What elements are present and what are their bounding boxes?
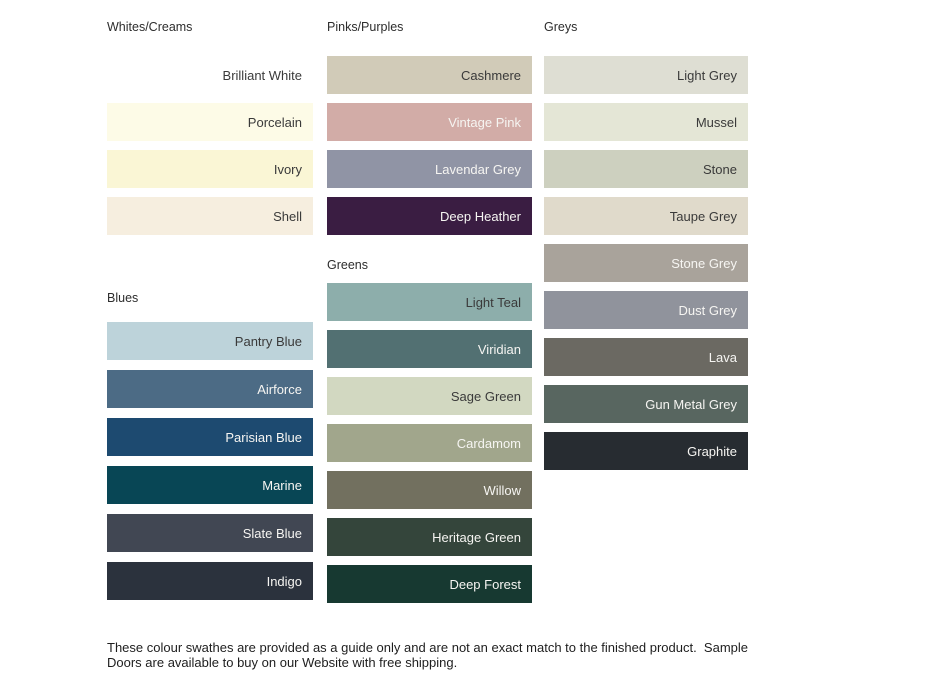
swatch-label: Cashmere	[461, 67, 521, 83]
swatch-pantry-blue: Pantry Blue	[107, 322, 313, 360]
swatch-label: Airforce	[257, 381, 302, 397]
swatch-label: Pantry Blue	[234, 333, 302, 349]
swatch-lava: Lava	[544, 338, 748, 376]
swatch-label: Slate Blue	[242, 525, 302, 541]
swatch-deep-heather: Deep Heather	[327, 197, 532, 235]
section-header-blues: Blues	[107, 291, 139, 305]
swatch-graphite: Graphite	[544, 432, 748, 470]
palette-column-3: Greys Light Grey Mussel Stone Taupe Grey Ston…	[544, 0, 748, 479]
swatch-label: Light Teal	[465, 294, 521, 310]
swatch-slate-blue: Slate Blue	[107, 514, 313, 552]
swatch-label: Brilliant White	[222, 67, 302, 83]
swatch-heritage-green: Heritage Green	[327, 518, 532, 556]
swatch-label: Graphite	[687, 443, 737, 459]
disclaimer-text: These colour swathes are provided as a g…	[107, 640, 748, 671]
swatch-label: Gun Metal Grey	[645, 396, 737, 412]
swatch-shell: Shell	[107, 197, 313, 235]
swatch-mussel: Mussel	[544, 103, 748, 141]
swatch-sage-green: Sage Green	[327, 377, 532, 415]
swatch-label: Mussel	[695, 114, 737, 130]
section-whites-creams: Whites/Creams Brilliant White Porcelain Ivo…	[107, 20, 313, 235]
swatch-ivory: Ivory	[107, 150, 313, 188]
swatch-brilliant-white: Brilliant White	[107, 56, 313, 94]
section-header-whites-creams: Whites/Creams	[107, 20, 193, 34]
swatch-label: Porcelain	[247, 114, 302, 130]
swatch-stone-grey: Stone Grey	[544, 244, 748, 282]
swatch-label: Cardamom	[456, 435, 521, 451]
section-greens: Greens Light Teal Viridian Sage Green Cardam…	[327, 258, 532, 603]
swatch-willow: Willow	[327, 471, 532, 509]
swatch-label: Shell	[273, 208, 302, 224]
swatch-label: Indigo	[266, 573, 302, 589]
swatch-airforce: Airforce	[107, 370, 313, 408]
swatch-light-teal: Light Teal	[327, 283, 532, 321]
swatch-viridian: Viridian	[327, 330, 532, 368]
swatch-label: Viridian	[477, 341, 521, 357]
section-header-pinks-purples: Pinks/Purples	[327, 20, 404, 34]
section-pinks-purples: Pinks/Purples Cashmere Vintage Pink Lavenda…	[327, 20, 532, 235]
swatch-stone: Stone	[544, 150, 748, 188]
swatch-label: Willow	[483, 482, 521, 498]
section-header-greys: Greys	[544, 20, 578, 34]
swatch-label: Taupe Grey	[669, 208, 737, 224]
swatch-lavendar-grey: Lavendar Grey	[327, 150, 532, 188]
swatch-label: Vintage Pink	[448, 114, 521, 130]
swatch-indigo: Indigo	[107, 562, 313, 600]
swatch-parisian-blue: Parisian Blue	[107, 418, 313, 456]
section-header-greens: Greens	[327, 258, 368, 272]
swatch-cardamom: Cardamom	[327, 424, 532, 462]
swatch-label: Sage Green	[450, 388, 521, 404]
swatch-cashmere: Cashmere	[327, 56, 532, 94]
swatch-vintage-pink: Vintage Pink	[327, 103, 532, 141]
palette-column-1: Whites/Creams Brilliant White Porcelain Ivo…	[107, 0, 313, 610]
swatch-label: Lavendar Grey	[435, 161, 521, 177]
swatch-marine: Marine	[107, 466, 313, 504]
swatch-dust-grey: Dust Grey	[544, 291, 748, 329]
swatch-label: Dust Grey	[678, 302, 737, 318]
swatch-gun-metal-grey: Gun Metal Grey	[544, 385, 748, 423]
swatch-porcelain: Porcelain	[107, 103, 313, 141]
swatch-label: Deep Heather	[440, 208, 521, 224]
swatch-deep-forest: Deep Forest	[327, 565, 532, 603]
section-blues: Blues Pantry Blue Airforce Parisian Blue Mar…	[107, 291, 313, 600]
swatch-light-grey: Light Grey	[544, 56, 748, 94]
swatch-label: Marine	[262, 477, 302, 493]
swatch-label: Ivory	[273, 161, 302, 177]
swatch-taupe-grey: Taupe Grey	[544, 197, 748, 235]
swatch-label: Light Grey	[677, 67, 737, 83]
swatch-label: Stone	[703, 161, 737, 177]
swatch-label: Heritage Green	[432, 529, 521, 545]
palette-column-2: Pinks/Purples Cashmere Vintage Pink Lavenda…	[327, 0, 532, 612]
section-greys: Greys Light Grey Mussel Stone Taupe Grey Ston…	[544, 20, 748, 470]
swatch-label: Lava	[708, 349, 737, 365]
swatch-label: Stone Grey	[671, 255, 737, 271]
swatch-label: Deep Forest	[449, 576, 521, 592]
swatch-label: Parisian Blue	[225, 429, 302, 445]
